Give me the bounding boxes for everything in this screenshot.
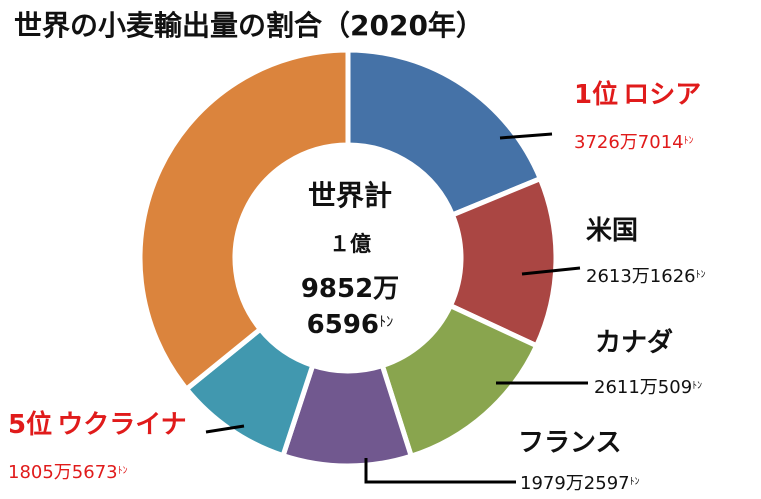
value-russia: 3726万7014ﾄﾝ <box>574 128 694 154</box>
value-text-russia: 3726万7014 <box>574 132 684 153</box>
name-france: フランス <box>518 428 622 458</box>
total-line2: 9852万 <box>300 274 400 304</box>
label-ukraine: 5位 ウクライナ <box>8 404 187 441</box>
total-line1: １億 <box>329 232 371 256</box>
value-text-ukraine: 1805万5673 <box>8 462 118 483</box>
rank-ukraine: 5位 <box>8 410 53 440</box>
leader-line-ukraine <box>205 424 245 434</box>
rank-russia: 1位 <box>574 80 619 110</box>
name-ukraine: ウクライナ <box>57 410 187 440</box>
unit-usa: ﾄﾝ <box>695 269 706 281</box>
value-canada: 2611万509ﾄﾝ <box>594 373 702 399</box>
unit-ukraine: ﾄﾝ <box>117 465 128 477</box>
name-usa: 米国 <box>586 216 639 246</box>
unit-russia: ﾄﾝ <box>683 135 694 147</box>
slice-russia <box>345 47 544 219</box>
leader-line-usa <box>521 266 581 276</box>
chart-title: 世界の小麦輸出量の割合（2020年） <box>14 9 484 42</box>
value-ukraine: 1805万5673ﾄﾝ <box>8 458 128 484</box>
value-france: 1979万2597ﾄﾝ <box>520 469 640 495</box>
value-text-usa: 2613万1626 <box>586 266 696 287</box>
total-line3: 6596ﾄﾝ <box>280 310 420 340</box>
total-heading: 世界計 <box>307 179 392 212</box>
value-usa: 2613万1626ﾄﾝ <box>586 262 706 288</box>
name-russia: ロシア <box>623 80 702 110</box>
leader-line-france <box>364 458 516 484</box>
slice-other <box>137 47 351 393</box>
name-canada: カナダ <box>595 328 674 358</box>
total-unit: ﾄﾝ <box>379 314 394 331</box>
value-text-france: 1979万2597 <box>520 473 630 494</box>
value-text-canada: 2611万509 <box>594 377 693 398</box>
total-line3-number: 6596 <box>306 310 380 340</box>
leader-line-russia <box>499 132 553 140</box>
label-russia: 1位 ロシア <box>574 74 701 111</box>
unit-france: ﾄﾝ <box>629 476 640 488</box>
unit-canada: ﾄﾝ <box>692 380 703 392</box>
